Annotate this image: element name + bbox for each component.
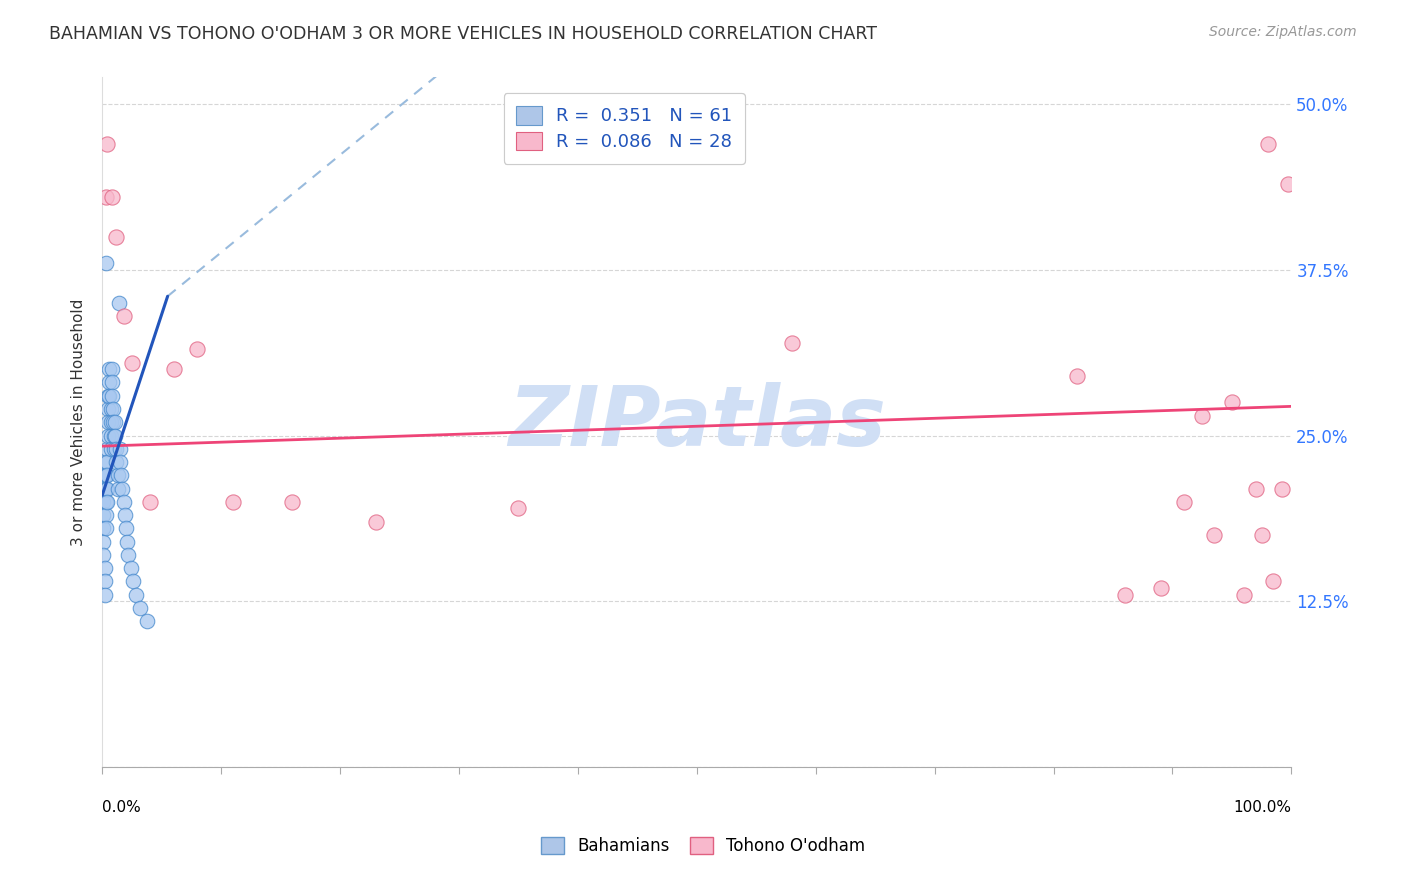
Point: [97, 389, 120, 403]
Point: [122, 574, 145, 589]
Point: [96, 495, 118, 509]
Point: [96, 455, 118, 469]
Point: [1257, 136, 1279, 151]
Point: [100, 428, 122, 442]
Point: [107, 482, 129, 496]
Point: [105, 455, 128, 469]
Text: ZIPatlas: ZIPatlas: [508, 382, 886, 463]
Point: [139, 495, 162, 509]
Point: [96, 442, 118, 456]
Point: [1233, 588, 1256, 602]
Point: [115, 534, 138, 549]
Point: [94, 495, 117, 509]
Point: [100, 415, 122, 429]
Point: [105, 442, 128, 456]
Point: [100, 402, 122, 417]
Point: [93, 534, 115, 549]
Point: [186, 343, 208, 357]
Point: [1202, 528, 1225, 542]
Point: [124, 588, 146, 602]
Point: [93, 521, 115, 535]
Point: [508, 501, 530, 516]
Point: [111, 482, 134, 496]
Text: BAHAMIAN VS TOHONO O'ODHAM 3 OR MORE VEHICLES IN HOUSEHOLD CORRELATION CHART: BAHAMIAN VS TOHONO O'ODHAM 3 OR MORE VEH…: [49, 25, 877, 43]
Point: [93, 455, 115, 469]
Point: [103, 428, 125, 442]
Point: [117, 548, 139, 562]
Point: [1220, 395, 1243, 409]
Point: [97, 402, 120, 417]
Point: [100, 190, 122, 204]
Point: [108, 442, 131, 456]
Point: [101, 415, 124, 429]
Point: [1149, 581, 1171, 595]
Point: [105, 229, 128, 244]
Point: [115, 521, 138, 535]
Point: [162, 362, 184, 376]
Point: [1244, 482, 1267, 496]
Point: [120, 561, 142, 575]
Point: [100, 442, 122, 456]
Point: [103, 442, 125, 456]
Point: [97, 415, 120, 429]
Point: [93, 548, 115, 562]
Point: [93, 495, 115, 509]
Point: [98, 362, 121, 376]
Point: [94, 508, 117, 522]
Point: [136, 614, 159, 628]
Point: [129, 601, 152, 615]
Point: [94, 468, 117, 483]
Point: [108, 455, 131, 469]
Point: [1173, 495, 1195, 509]
Point: [100, 362, 122, 376]
Point: [281, 495, 304, 509]
Point: [1066, 368, 1088, 383]
Point: [222, 495, 245, 509]
Point: [107, 468, 129, 483]
Text: 100.0%: 100.0%: [1233, 799, 1291, 814]
Text: Source: ZipAtlas.com: Source: ZipAtlas.com: [1209, 25, 1357, 39]
Legend: R =  0.351   N = 61, R =  0.086   N = 28: R = 0.351 N = 61, R = 0.086 N = 28: [503, 94, 745, 163]
Point: [1191, 409, 1213, 423]
Point: [93, 574, 115, 589]
Point: [93, 482, 115, 496]
Point: [104, 428, 127, 442]
Point: [94, 482, 117, 496]
Legend: Bahamians, Tohono O'odham: Bahamians, Tohono O'odham: [534, 830, 872, 862]
Point: [1277, 177, 1299, 191]
Point: [98, 376, 121, 390]
Point: [104, 415, 127, 429]
Point: [100, 389, 122, 403]
Point: [1114, 588, 1136, 602]
Point: [94, 190, 117, 204]
Point: [364, 515, 387, 529]
Point: [110, 468, 132, 483]
Point: [1250, 528, 1272, 542]
Point: [93, 468, 115, 483]
Point: [114, 508, 136, 522]
Y-axis label: 3 or more Vehicles in Household: 3 or more Vehicles in Household: [72, 299, 86, 546]
Point: [93, 561, 115, 575]
Point: [780, 335, 803, 350]
Point: [98, 389, 121, 403]
Point: [93, 508, 115, 522]
Point: [101, 402, 124, 417]
Point: [97, 428, 120, 442]
Point: [121, 355, 143, 369]
Point: [1263, 574, 1285, 589]
Point: [93, 588, 115, 602]
Point: [100, 376, 122, 390]
Text: 0.0%: 0.0%: [103, 799, 141, 814]
Point: [94, 521, 117, 535]
Point: [112, 309, 135, 323]
Point: [96, 136, 118, 151]
Point: [112, 495, 135, 509]
Point: [94, 256, 117, 270]
Point: [96, 468, 118, 483]
Point: [96, 482, 118, 496]
Point: [1271, 482, 1294, 496]
Point: [108, 296, 131, 310]
